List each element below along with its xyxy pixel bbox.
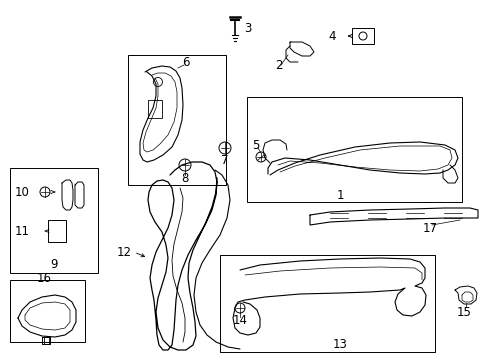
Text: 9: 9 bbox=[50, 257, 58, 270]
Text: 5: 5 bbox=[252, 139, 259, 152]
Text: 8: 8 bbox=[181, 171, 188, 185]
Text: 1: 1 bbox=[336, 189, 343, 202]
Text: 10: 10 bbox=[15, 185, 29, 198]
Bar bbox=[10, 280, 85, 342]
Text: 4: 4 bbox=[328, 30, 335, 42]
Text: 17: 17 bbox=[422, 221, 437, 234]
Text: 2: 2 bbox=[275, 59, 282, 72]
Text: 7: 7 bbox=[221, 153, 228, 166]
Text: 11: 11 bbox=[15, 225, 29, 238]
Text: 16: 16 bbox=[37, 271, 51, 284]
Text: 6: 6 bbox=[182, 55, 189, 68]
Bar bbox=[48, 220, 66, 242]
Text: 12: 12 bbox=[117, 246, 132, 258]
Bar bbox=[44, 337, 49, 344]
Text: 14: 14 bbox=[232, 314, 247, 327]
Bar bbox=[220, 255, 434, 352]
Text: 13: 13 bbox=[332, 338, 347, 351]
Text: 15: 15 bbox=[456, 306, 470, 320]
Bar bbox=[10, 168, 98, 273]
Bar bbox=[128, 55, 225, 185]
Text: 3: 3 bbox=[244, 22, 251, 35]
Bar bbox=[351, 28, 373, 44]
Bar bbox=[148, 100, 162, 118]
Bar bbox=[246, 97, 461, 202]
